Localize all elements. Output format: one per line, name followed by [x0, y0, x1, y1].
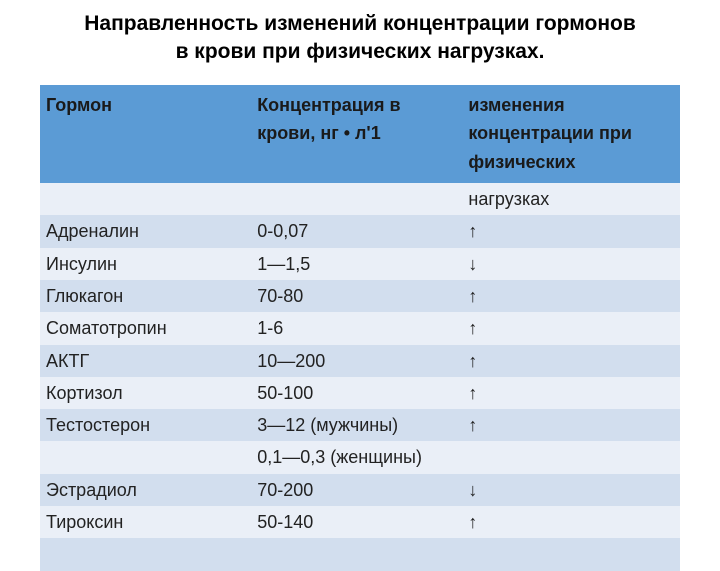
cell: ↑ — [462, 280, 680, 312]
cell: ↑ — [462, 409, 680, 441]
cell — [40, 538, 251, 570]
table-row — [40, 538, 680, 570]
cell: ↓ — [462, 474, 680, 506]
title-line-2: в крови при физических нагрузках. — [176, 40, 545, 63]
table-row: Тироксин 50-140 ↑ — [40, 506, 680, 538]
cell — [251, 183, 462, 215]
cell: ↑ — [462, 215, 680, 247]
cell — [251, 538, 462, 570]
table-row: 0,1—0,3 (женщины) — [40, 441, 680, 473]
cell — [462, 538, 680, 570]
cell: Соматотропин — [40, 312, 251, 344]
cell: 1—1,5 — [251, 248, 462, 280]
cell: 50-140 — [251, 506, 462, 538]
cell: ↓ — [462, 248, 680, 280]
cell: 10—200 — [251, 345, 462, 377]
cell — [462, 441, 680, 473]
table-row: Глюкагон 70-80 ↑ — [40, 280, 680, 312]
cell: Инсулин — [40, 248, 251, 280]
header-change: изменения концентрации при физических — [462, 85, 680, 183]
cell: 1-6 — [251, 312, 462, 344]
overflow-row: нагрузках — [40, 183, 680, 215]
table-row: Кортизол 50-100 ↑ — [40, 377, 680, 409]
cell: Тестостерон — [40, 409, 251, 441]
table-row: Эстрадиол 70-200 ↓ — [40, 474, 680, 506]
cell: 70-80 — [251, 280, 462, 312]
header-row: Гормон Концентрация в крови, нг • л'1 из… — [40, 85, 680, 183]
hormones-table: Гормон Концентрация в крови, нг • л'1 из… — [40, 85, 680, 571]
title-line-1: Направленность изменений концентрации го… — [84, 12, 636, 35]
cell: Эстрадиол — [40, 474, 251, 506]
page-title: Направленность изменений концентрации го… — [40, 10, 680, 67]
table-row: Адреналин 0-0,07 ↑ — [40, 215, 680, 247]
cell: ↑ — [462, 345, 680, 377]
cell: 3—12 (мужчины) — [251, 409, 462, 441]
cell: 0-0,07 — [251, 215, 462, 247]
cell — [40, 441, 251, 473]
cell: 0,1—0,3 (женщины) — [251, 441, 462, 473]
cell: ↑ — [462, 312, 680, 344]
cell: 50-100 — [251, 377, 462, 409]
table-row: Соматотропин 1-6 ↑ — [40, 312, 680, 344]
cell: нагрузках — [462, 183, 680, 215]
cell: АКТГ — [40, 345, 251, 377]
cell — [40, 183, 251, 215]
header-concentration: Концентрация в крови, нг • л'1 — [251, 85, 462, 183]
header-hormone: Гормон — [40, 85, 251, 183]
cell: Глюкагон — [40, 280, 251, 312]
table-row: Тестостерон 3—12 (мужчины) ↑ — [40, 409, 680, 441]
cell: 70-200 — [251, 474, 462, 506]
cell: ↑ — [462, 377, 680, 409]
cell: Кортизол — [40, 377, 251, 409]
cell: ↑ — [462, 506, 680, 538]
table-row: Инсулин 1—1,5 ↓ — [40, 248, 680, 280]
cell: Тироксин — [40, 506, 251, 538]
cell: Адреналин — [40, 215, 251, 247]
table-row: АКТГ 10—200 ↑ — [40, 345, 680, 377]
